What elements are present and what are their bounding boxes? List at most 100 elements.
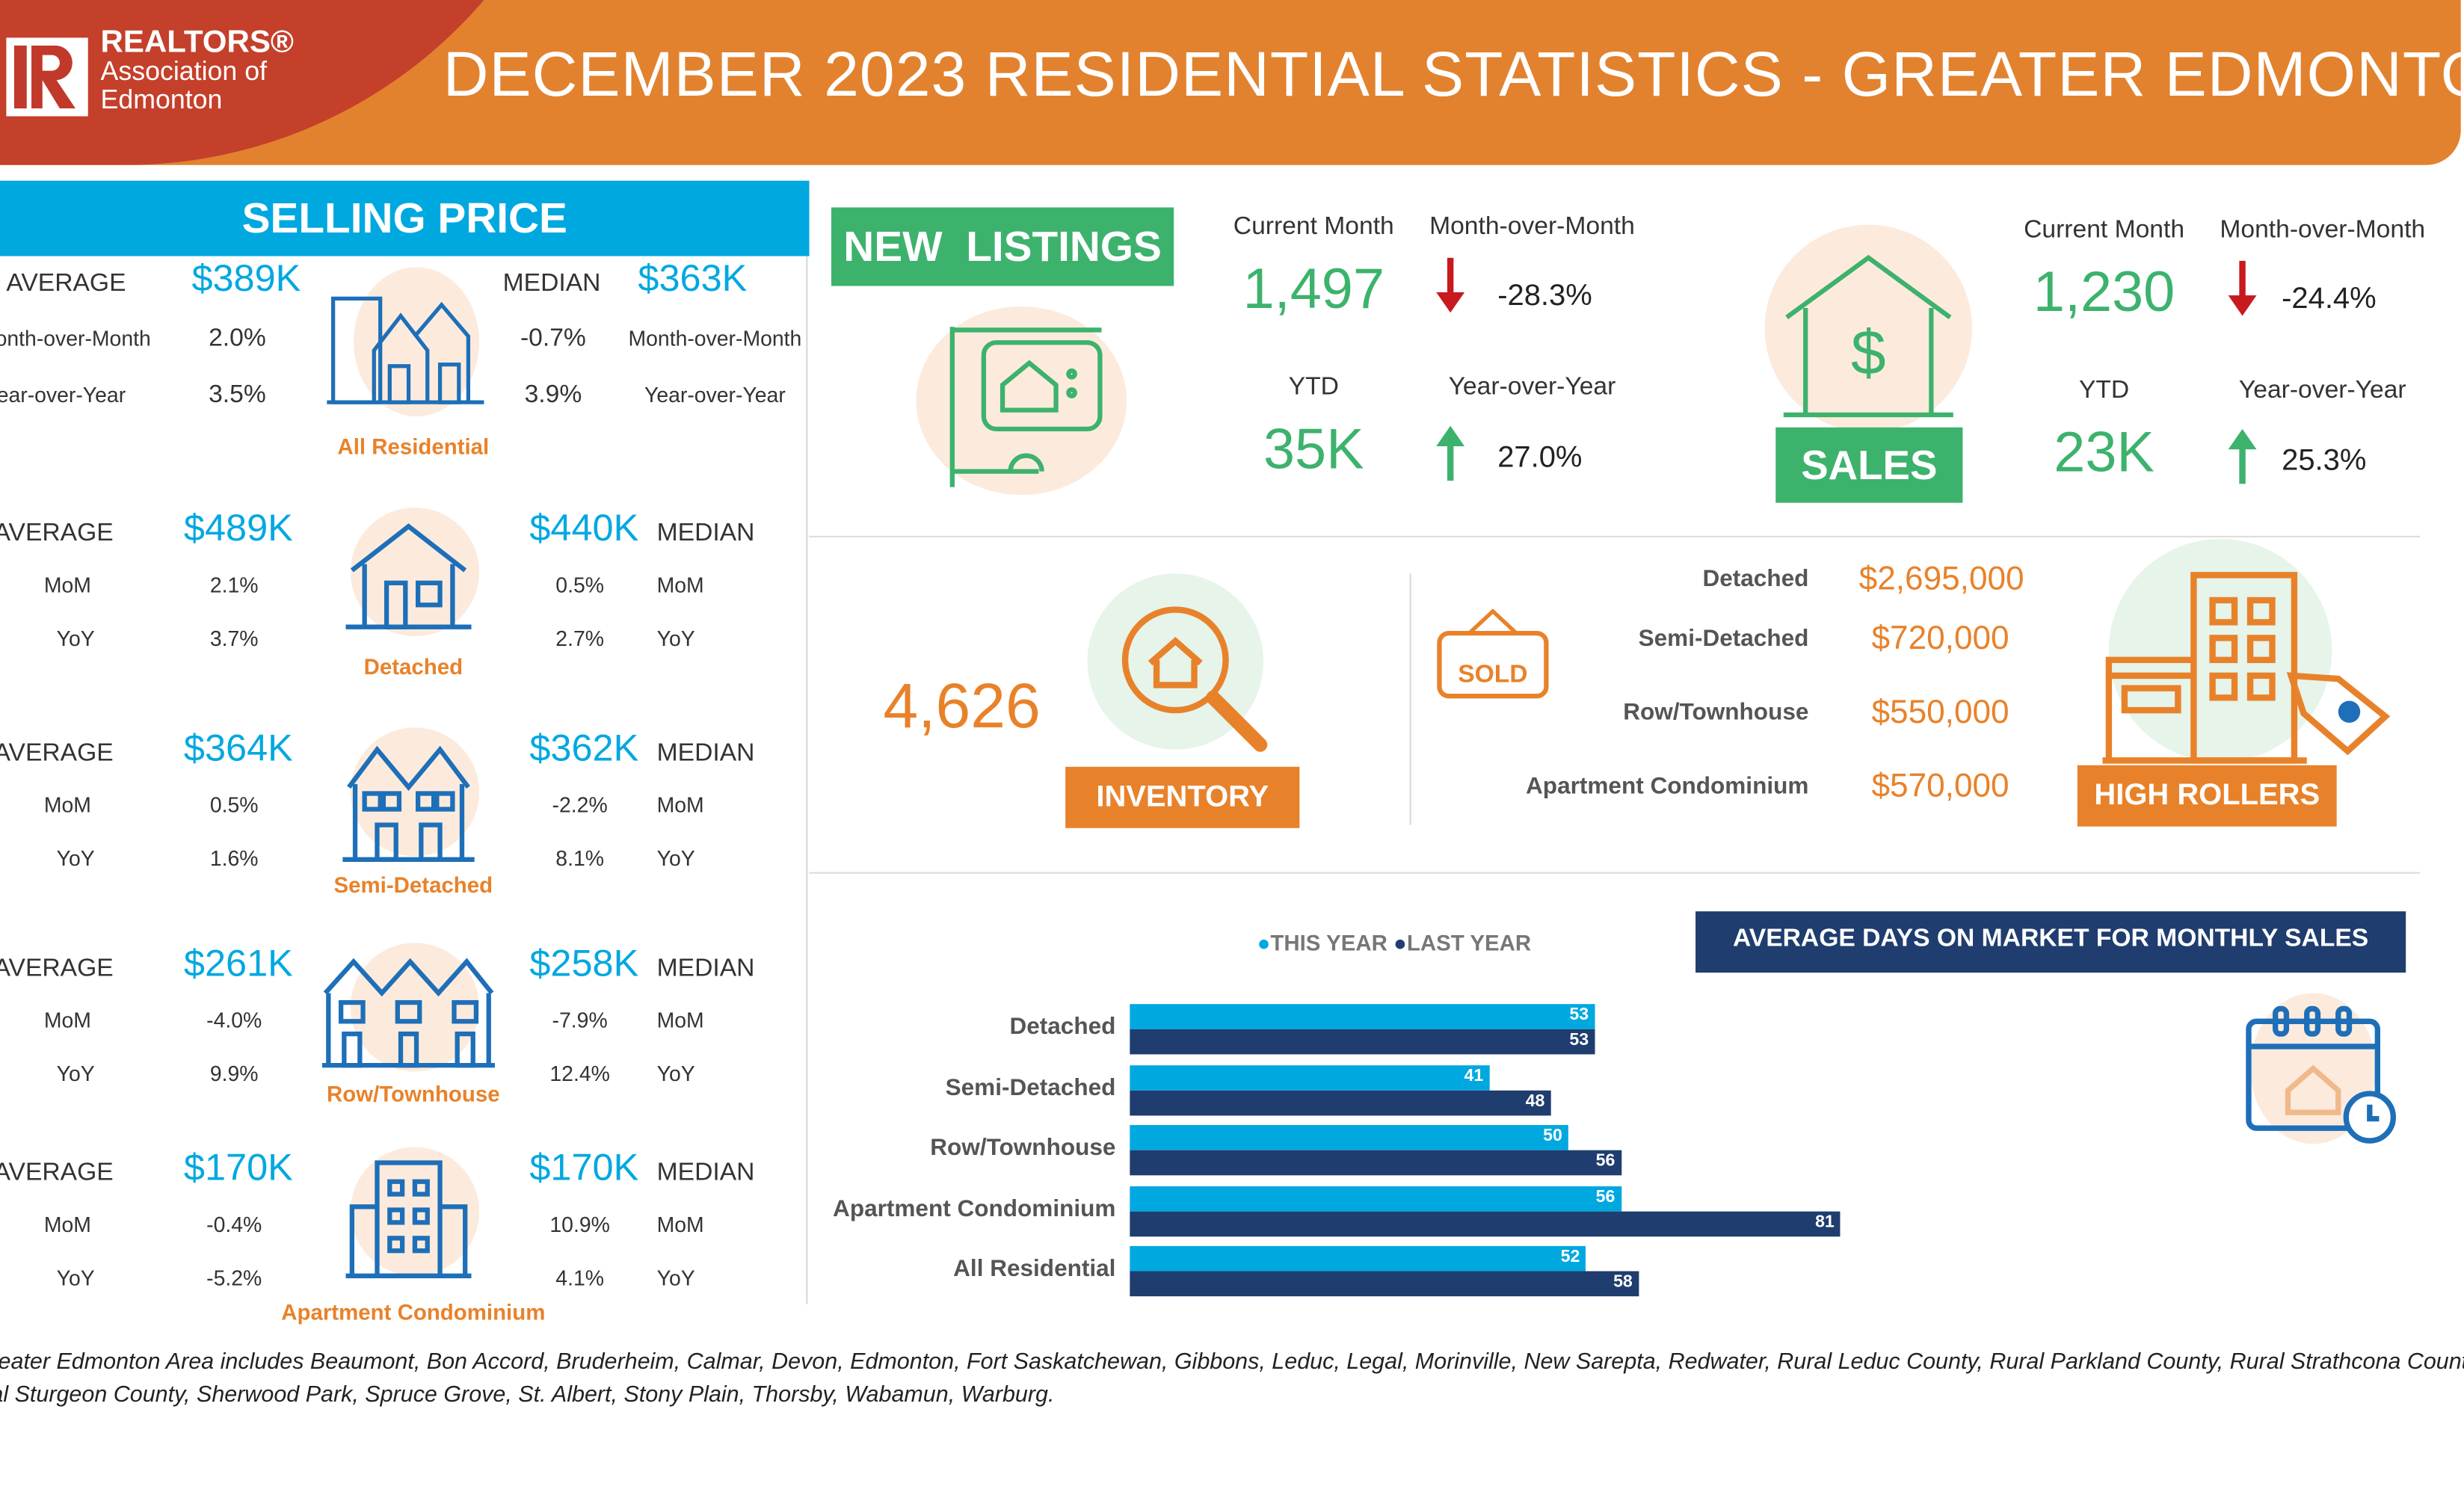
avg-yoy: 1.6%: [209, 846, 259, 871]
med-mom: -2.2%: [552, 793, 608, 818]
high-roller-value: $550,000: [1871, 694, 2009, 731]
high-rollers-banner: HIGH ROLLERS: [2077, 765, 2337, 827]
bar-value-label: 53: [1569, 1005, 1589, 1025]
avg-yoy: 9.9%: [209, 1061, 259, 1086]
mom-label: MoM: [656, 573, 704, 597]
calendar-clock-icon: [2246, 1005, 2397, 1144]
bar-this-year: 50: [1130, 1125, 1569, 1150]
average-value: $261K: [183, 943, 293, 985]
average-value: $364K: [183, 727, 293, 770]
avg-mom: -4.0%: [206, 1008, 262, 1033]
residential-buildings-icon: [327, 296, 484, 404]
avg-yoy: -5.2%: [206, 1266, 262, 1290]
arrow-up-icon: [2227, 428, 2258, 492]
bar-last-year: 81: [1130, 1210, 1841, 1236]
ytd-label: YTD: [1288, 374, 1339, 401]
average-label: AVERAGE: [0, 520, 114, 547]
med-yoy: 8.1%: [555, 846, 604, 871]
legend-this-year: THIS YEAR: [1270, 930, 1387, 956]
selling-price-banner: SELLING PRICE: [0, 180, 810, 256]
chart-category-label: Detached: [1009, 1013, 1116, 1041]
mom-label: MoM: [43, 793, 91, 818]
med-yoy: 4.1%: [555, 1266, 604, 1290]
bar-last-year: 53: [1130, 1029, 1595, 1055]
chart-category-label: Apartment Condominium: [833, 1195, 1116, 1222]
sold-sign-icon: SOLD: [1437, 608, 1549, 699]
high-roller-label: Apartment Condominium: [1526, 773, 1809, 800]
bar-value-label: 52: [1560, 1247, 1580, 1267]
bar-this-year: 41: [1130, 1064, 1490, 1090]
chart-category-label: Semi-Detached: [945, 1073, 1116, 1101]
yoy-label: Year-over-Year: [644, 383, 786, 407]
mom-label: MoM: [656, 1212, 704, 1237]
page-title: DECEMBER 2023 RESIDENTIAL STATISTICS - G…: [443, 40, 2461, 111]
detached-house-icon: [345, 520, 472, 641]
arrow-down-icon: [1435, 257, 1466, 322]
median-label: MEDIAN: [502, 270, 601, 298]
mom-label: MoM: [656, 793, 704, 818]
med-mom: -0.7%: [520, 325, 586, 352]
median-label: MEDIAN: [656, 520, 755, 547]
bar-last-year: 56: [1130, 1150, 1621, 1176]
current-month-label: Current Month: [2024, 217, 2185, 244]
avg-yoy: 3.5%: [209, 381, 266, 409]
median-value: $440K: [529, 507, 639, 550]
mom-label: MoM: [656, 1008, 704, 1033]
legend-dot-this-year: ●: [1257, 930, 1271, 956]
avg-mom: 2.0%: [209, 325, 266, 352]
mom-value: -28.3%: [1497, 280, 1592, 313]
med-mom: 0.5%: [555, 573, 604, 597]
avg-yoy: 3.7%: [209, 626, 259, 651]
apartment-building-icon: [345, 1159, 472, 1286]
yoy-label: Year-over-Year: [2238, 377, 2406, 404]
bar-value-label: 53: [1569, 1030, 1589, 1050]
mom-label: MoM: [43, 1008, 91, 1033]
arrow-up-icon: [1435, 425, 1466, 489]
chart-category-label: Row/Townhouse: [930, 1134, 1116, 1162]
category-label: Semi-Detached: [333, 872, 493, 898]
average-label: AVERAGE: [0, 740, 114, 767]
footer-note: reater Edmonton Area includes Beaumont, …: [0, 1349, 2464, 1375]
ytd-label: YTD: [2078, 377, 2130, 404]
high-roller-label: Detached: [1702, 565, 1809, 593]
med-yoy: 3.9%: [524, 381, 582, 409]
average-label: AVERAGE: [0, 955, 114, 982]
med-mom: -7.9%: [552, 1008, 608, 1033]
median-value: $363K: [638, 257, 748, 301]
category-label: All Residential: [337, 434, 490, 459]
footer-note: al Sturgeon County, Sherwood Park, Spruc…: [0, 1382, 1055, 1408]
current-month-label: Current Month: [1233, 213, 1394, 241]
median-value: $170K: [529, 1147, 639, 1190]
avg-mom: -0.4%: [206, 1212, 262, 1237]
listing-sign-icon: [949, 327, 1103, 487]
ytd-value: 23K: [2054, 419, 2155, 484]
average-value: $489K: [183, 507, 293, 550]
mom-value: -24.4%: [2282, 283, 2377, 316]
median-value: $258K: [529, 943, 639, 985]
bar-this-year: 56: [1130, 1185, 1621, 1211]
high-roller-value: $2,695,000: [1858, 561, 2024, 597]
high-roller-value: $720,000: [1871, 620, 2009, 657]
bar-value-label: 50: [1543, 1127, 1562, 1146]
yoy-label: YoY: [656, 626, 695, 651]
building-price-tag-icon: [2102, 572, 2391, 764]
divider: [806, 256, 808, 1304]
house-search-icon: [1121, 606, 1268, 752]
median-value: $362K: [529, 727, 639, 770]
svg-text:$: $: [1851, 317, 1886, 387]
sales-banner: SALES: [1775, 427, 1963, 503]
mom-label: Month-over-Month: [2220, 217, 2426, 244]
yoy-label: Year-over-Year: [0, 383, 126, 407]
mom-label: Month-over-Month: [628, 327, 802, 351]
yoy-value: 25.3%: [2282, 444, 2367, 478]
yoy-label: Year-over-Year: [1448, 374, 1616, 401]
bar-value-label: 56: [1595, 1151, 1616, 1171]
realtors-logo-icon: [6, 37, 88, 117]
average-value: $389K: [191, 257, 301, 301]
median-label: MEDIAN: [656, 740, 755, 767]
bar-value-label: 56: [1595, 1187, 1616, 1207]
divider: [809, 535, 2421, 537]
legend-dot-last-year: ●: [1393, 930, 1407, 956]
yoy-label: YoY: [56, 1061, 95, 1086]
bar-last-year: 48: [1130, 1089, 1551, 1115]
